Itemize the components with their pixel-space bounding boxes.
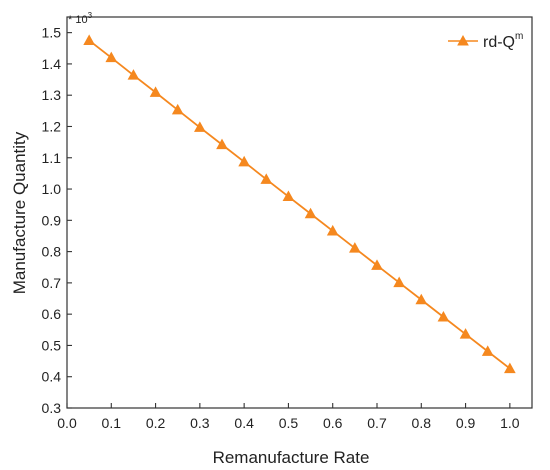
plot-frame: [66, 16, 533, 409]
axes: [66, 16, 533, 409]
y-tick-label: 1.1: [42, 150, 62, 166]
data-point: [149, 86, 162, 97]
data-point: [304, 207, 317, 219]
data-point: [459, 328, 472, 339]
y-tick-label: 0.6: [42, 306, 62, 322]
data-point: [216, 138, 228, 150]
x-tick-label: 0.0: [57, 415, 77, 431]
y-axis-title: Manufacture Quantity: [10, 131, 29, 294]
y-tick-label: 1.2: [42, 118, 62, 134]
x-tick-label: 0.3: [190, 415, 210, 431]
y-tick-label: 1.0: [42, 181, 62, 197]
series-layer: [83, 34, 516, 374]
data-point: [127, 69, 140, 80]
data-point: [415, 293, 428, 305]
data-point: [437, 310, 450, 322]
legend: rd-Qm: [448, 31, 523, 51]
x-tick-label: 1.0: [500, 415, 520, 431]
x-tick-label: 0.8: [412, 415, 432, 431]
data-point: [349, 242, 361, 253]
data-point: [371, 259, 383, 270]
x-tick-label: 0.2: [146, 415, 166, 431]
data-point: [83, 34, 95, 45]
legend-triangle-icon: [457, 34, 469, 46]
legend-label: rd-Qm: [483, 31, 523, 51]
data-point: [105, 51, 118, 63]
data-point: [194, 121, 206, 132]
y-axis-multiplier: * 103: [68, 11, 93, 26]
y-tick-label: 0.8: [42, 244, 62, 260]
x-tick-label: 0.6: [323, 415, 343, 431]
y-tick-label: 1.5: [42, 25, 62, 41]
data-point: [481, 345, 494, 356]
data-point: [393, 276, 405, 288]
y-tick-label: 0.9: [42, 212, 62, 228]
data-point: [326, 224, 339, 236]
y-tick-label: 0.4: [42, 369, 62, 385]
x-axis-title: Remanufacture Rate: [213, 448, 370, 467]
data-point: [260, 173, 273, 184]
x-tick-label: 0.4: [234, 415, 254, 431]
data-point: [238, 155, 250, 167]
y-tick-label: 0.5: [42, 337, 62, 353]
x-tick-label: 0.1: [102, 415, 122, 431]
data-point: [504, 362, 516, 374]
y-tick-label: 0.7: [42, 275, 62, 291]
data-point: [282, 190, 295, 202]
x-tick-label: 0.5: [279, 415, 299, 431]
legend-label-superscript: m: [515, 31, 523, 42]
x-tick-label: 0.9: [456, 415, 476, 431]
data-point: [171, 103, 184, 115]
y-tick-label: 0.3: [42, 400, 62, 416]
y-tick-label: 1.3: [42, 87, 62, 103]
y-axis-multiplier-exponent: 3: [88, 11, 93, 20]
y-tick-label: 1.4: [42, 56, 62, 72]
ticks: 0.0 0.1 0.2 0.3 0.4 0.5 0.6 0.7 0.8 0.9 1.0 0.3 0.4 0…: [42, 25, 520, 431]
x-tick-label: 0.7: [367, 415, 387, 431]
